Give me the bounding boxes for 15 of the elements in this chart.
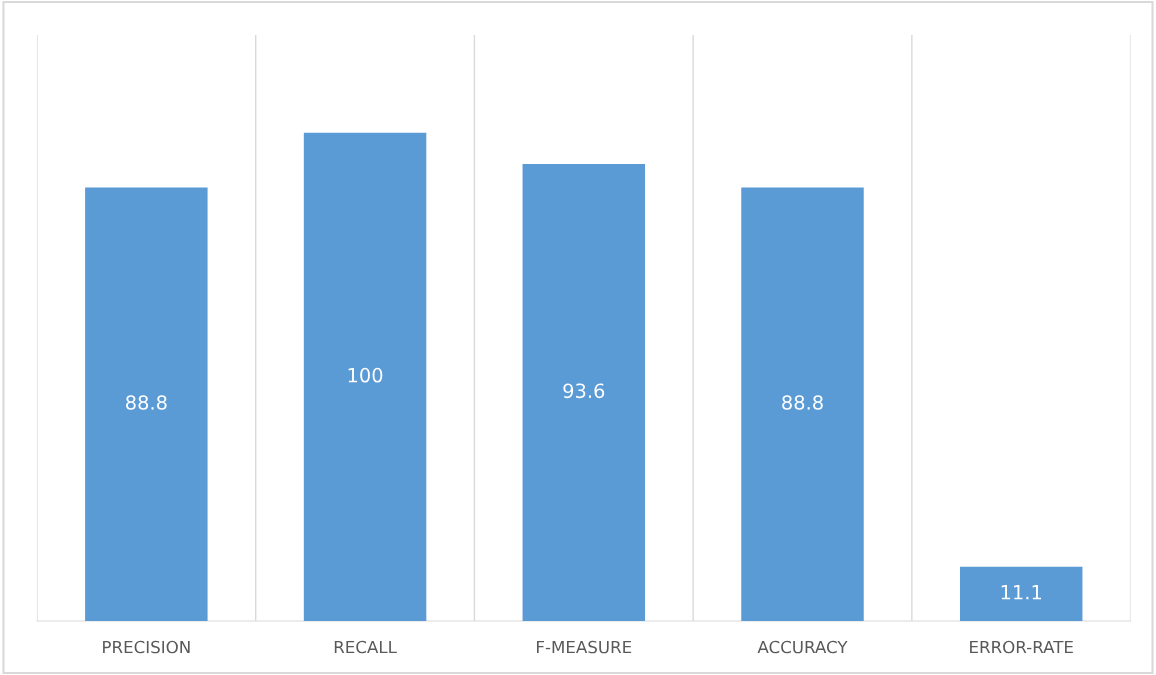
x-tick-label: ERROR-RATE [970,640,1073,654]
bar [741,187,864,621]
bar [959,566,1083,621]
bar [303,132,427,621]
data-label: 11.1 [1001,585,1042,600]
bar [522,164,646,621]
x-tick-label: RECALL [334,640,397,654]
x-tick-label: PRECISION [103,640,190,654]
data-label: 88.8 [782,395,823,410]
data-label: 100 [348,367,383,383]
data-label: 88.8 [126,395,167,410]
x-tick-label: F-MEASURE [537,640,632,654]
x-tick-label: ACCURACY [757,640,848,654]
data-label: 93.6 [563,383,605,399]
bar [85,187,208,621]
